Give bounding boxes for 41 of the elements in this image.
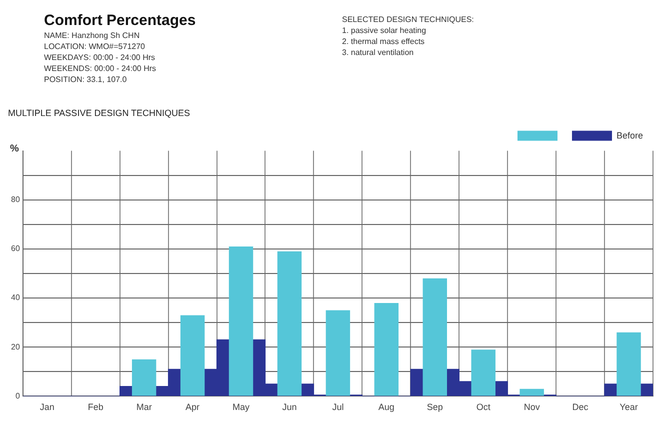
text: 1. passive solar heating xyxy=(342,25,428,36)
bar xyxy=(520,388,544,396)
text: 2. thermal mass effects xyxy=(342,36,426,47)
y-tick-label: 80 xyxy=(10,195,20,204)
x-tick-label: Aug xyxy=(378,402,394,412)
x-tick-label: Jan xyxy=(40,402,54,412)
x-tick-label: Oct xyxy=(476,402,491,412)
bar xyxy=(471,350,496,396)
bar xyxy=(326,310,350,396)
x-tick-label: Jun xyxy=(282,402,297,412)
x-tick-label: Year xyxy=(620,402,638,412)
text: 3. natural ventilation xyxy=(342,47,415,58)
text: WEEKDAYS: 00:00 - 24:00 Hrs xyxy=(44,52,156,63)
x-tick-label: Jul xyxy=(332,402,344,412)
bar xyxy=(422,278,448,396)
x-tick-label: Apr xyxy=(186,402,200,412)
chart-subtitle: MULTIPLE PASSIVE DESIGN TECHNIQUES xyxy=(8,108,190,118)
text: SELECTED DESIGN TECHNIQUES: xyxy=(342,14,474,25)
x-tick-label: Dec xyxy=(572,402,589,412)
text: POSITION: 33.1, 107.0 xyxy=(44,74,128,85)
x-tick-label: Sep xyxy=(426,402,443,412)
text: NAME: Hanzhong Sh CHN xyxy=(44,30,141,41)
bar xyxy=(228,246,254,396)
legend-label: Before xyxy=(616,130,644,140)
bar xyxy=(277,251,302,396)
x-tick-label: Feb xyxy=(88,402,104,412)
x-tick-label: Nov xyxy=(524,402,540,412)
y-tick-label: 60 xyxy=(10,244,20,254)
y-axis-title: % xyxy=(10,144,19,155)
bar xyxy=(180,315,205,396)
chart-title: Comfort Percentages xyxy=(44,12,196,29)
y-tick-label: 0 xyxy=(15,391,20,400)
x-tick-label: May xyxy=(232,402,250,412)
y-tick-label: 40 xyxy=(10,293,20,302)
text: WEEKENDS: 00:00 - 24:00 Hrs xyxy=(44,63,156,74)
bar xyxy=(132,359,156,396)
bar xyxy=(616,332,641,396)
y-tick-label: 20 xyxy=(10,342,20,352)
bar xyxy=(374,302,399,396)
x-tick-label: Mar xyxy=(136,402,152,412)
text: LOCATION: WMO#=571270 xyxy=(44,41,146,52)
